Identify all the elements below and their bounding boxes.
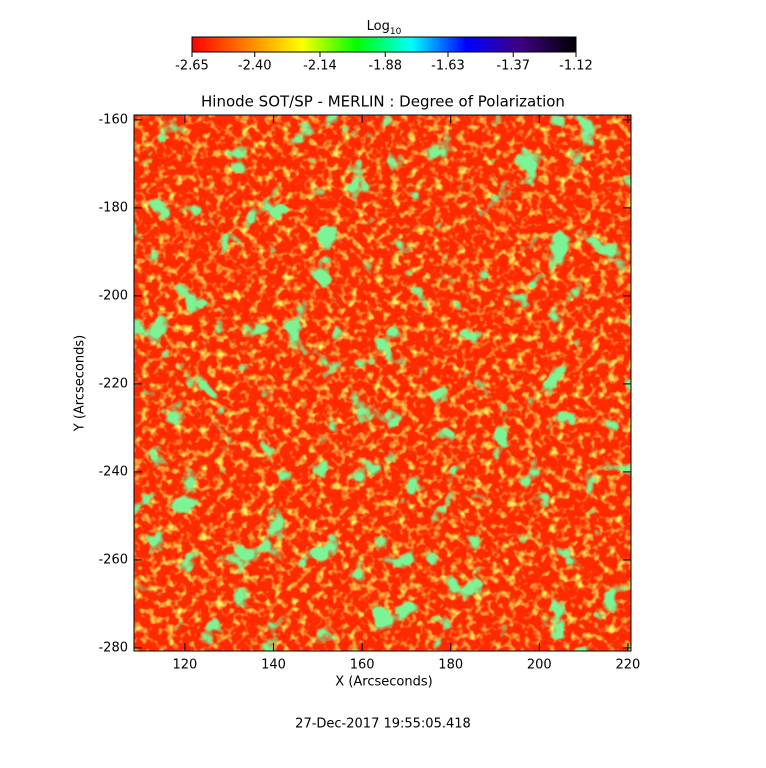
colorbar-tick-label: -2.14 [303, 59, 337, 74]
y-tick-label: -260 [98, 552, 128, 567]
colorbar-tick-label: -1.63 [431, 59, 465, 74]
x-tick-label: 220 [615, 658, 640, 673]
y-tick-label: -240 [98, 464, 128, 479]
x-tick-label: 140 [261, 658, 286, 673]
plot-frame [133, 114, 632, 652]
colorbar-tick-label: -2.65 [175, 59, 209, 74]
colorbar-label-text: Log [367, 19, 390, 34]
y-tick-label: -220 [98, 376, 128, 391]
colorbar-tick-label: -2.40 [238, 59, 272, 74]
heatmap-image [134, 115, 631, 651]
y-tick-label: -200 [98, 288, 128, 303]
colorbar-tick-label: -1.88 [368, 59, 402, 74]
colorbar-label-subscript: 10 [390, 27, 402, 37]
x-tick-label: 200 [527, 658, 552, 673]
colorbar [191, 36, 577, 53]
heatmap-texture [134, 115, 631, 651]
chart-title: Hinode SOT/SP - MERLIN : Degree of Polar… [201, 93, 565, 111]
footer-timestamp: 27-Dec-2017 19:55:05.418 [295, 717, 471, 732]
colorbar-tick-label: -1.12 [559, 59, 593, 74]
x-tick-label: 120 [173, 658, 198, 673]
y-tick-label: -160 [98, 112, 128, 127]
y-tick-label: -280 [98, 640, 128, 655]
colorbar-label: Log10 [367, 19, 402, 37]
x-tick-label: 160 [350, 658, 375, 673]
y-axis-label: Y (Arcseconds) [73, 335, 88, 432]
x-tick-label: 180 [438, 658, 463, 673]
x-axis-label: X (Arcseconds) [335, 675, 432, 690]
y-tick-label: -180 [98, 200, 128, 215]
colorbar-tick-label: -1.37 [496, 59, 530, 74]
